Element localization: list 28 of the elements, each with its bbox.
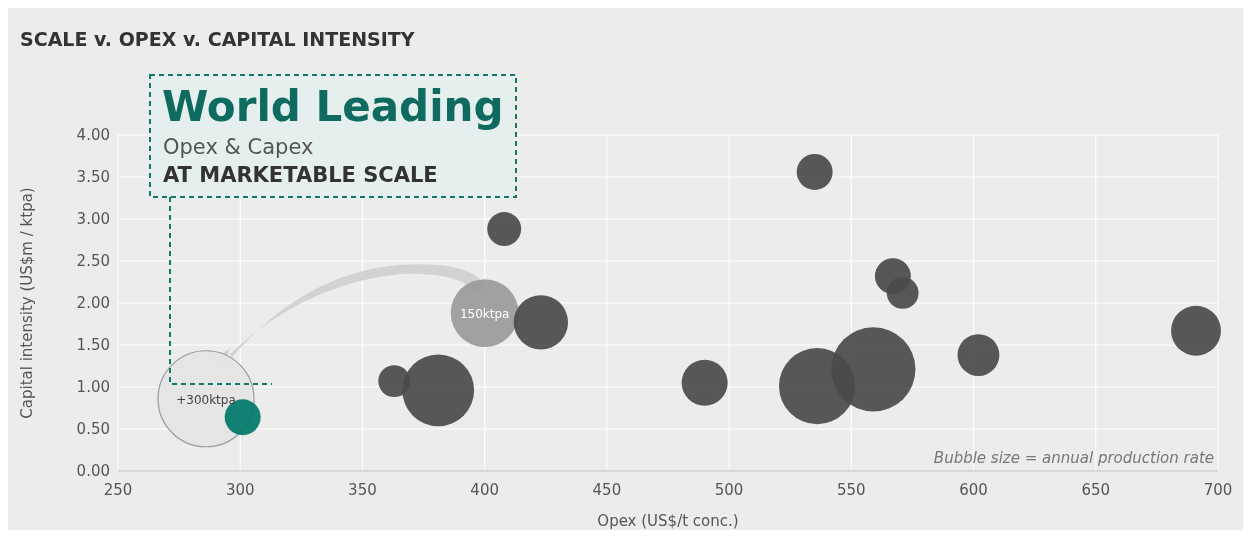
- annotation: AT MARKETABLE SCALE: [163, 163, 438, 187]
- x-axis-title: Opex (US$/t conc.): [597, 512, 739, 530]
- y-tick-label: 2.00: [76, 294, 110, 312]
- x-tick-label: 550: [837, 481, 866, 499]
- x-tick-label: 250: [103, 481, 133, 499]
- y-tick-label: 3.50: [76, 168, 110, 186]
- x-tick-label: 400: [470, 481, 499, 499]
- x-tick-label: 350: [348, 481, 377, 499]
- x-tick-label: 700: [1203, 481, 1233, 499]
- y-tick-label: 0.50: [76, 420, 110, 438]
- y-tick-label: 2.50: [76, 252, 110, 270]
- y-axis-title: Capital intensity (US$m / ktpa): [18, 187, 36, 419]
- y-tick-label: 1.50: [76, 336, 110, 354]
- y-tick-label: 4.00: [76, 126, 110, 144]
- annotation: Bubble size = annual production rate: [933, 449, 1214, 467]
- y-tick-label: 1.00: [76, 378, 110, 396]
- x-tick-label: 500: [714, 481, 744, 499]
- y-tick-label: 0.00: [76, 462, 110, 480]
- x-tick-label: 450: [592, 481, 622, 499]
- annotation: Opex & Capex: [163, 135, 314, 159]
- x-tick-label: 650: [1081, 481, 1111, 499]
- text: World Leading: [162, 82, 504, 131]
- chart-title: SCALE v. OPEX v. CAPITAL INTENSITY: [20, 28, 415, 50]
- annotation: 150ktpa: [459, 307, 510, 322]
- x-tick-label: 300: [225, 481, 255, 499]
- y-tick-label: 3.00: [76, 210, 110, 228]
- annotation: +300ktpa: [176, 392, 236, 407]
- x-tick-label: 600: [959, 481, 988, 499]
